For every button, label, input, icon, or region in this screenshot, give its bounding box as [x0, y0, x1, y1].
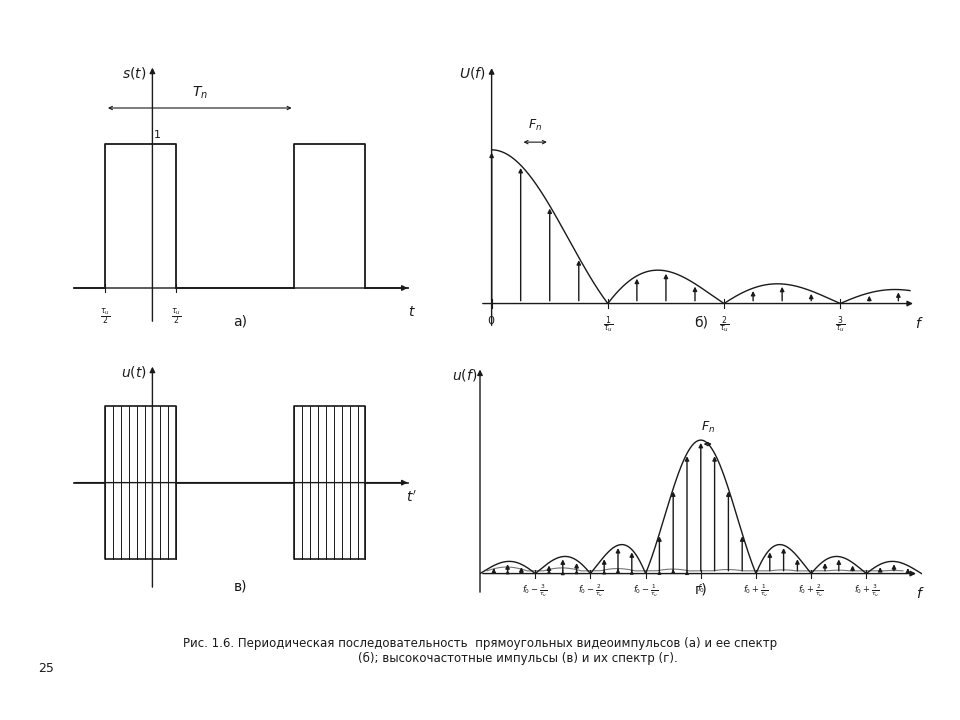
Text: а): а): [233, 315, 247, 328]
Text: $\frac{\tau_u}{2}$: $\frac{\tau_u}{2}$: [100, 307, 110, 327]
Text: $f$: $f$: [916, 585, 924, 600]
Text: $f_0+\frac{1}{\tau_u}$: $f_0+\frac{1}{\tau_u}$: [743, 583, 769, 599]
Text: 25: 25: [38, 662, 55, 675]
Text: $f_0+\frac{2}{\tau_u}$: $f_0+\frac{2}{\tau_u}$: [799, 583, 824, 599]
Text: $F_n$: $F_n$: [701, 420, 715, 435]
Text: $0$: $0$: [488, 315, 495, 326]
Text: б): б): [694, 315, 708, 330]
Text: $u(t)$: $u(t)$: [121, 364, 147, 380]
Text: в): в): [233, 580, 247, 594]
Text: г): г): [694, 582, 708, 596]
Text: $T_n$: $T_n$: [192, 84, 207, 101]
Text: $\frac{3}{\tau_u}$: $\frac{3}{\tau_u}$: [835, 315, 846, 336]
Text: $f_0-\frac{2}{\tau_u}$: $f_0-\frac{2}{\tau_u}$: [578, 583, 603, 599]
Text: $f_0-\frac{1}{\tau_u}$: $f_0-\frac{1}{\tau_u}$: [633, 583, 659, 599]
Text: $\frac{\tau_u}{2}$: $\frac{\tau_u}{2}$: [171, 307, 181, 327]
Text: $f$: $f$: [915, 316, 924, 330]
Text: 1: 1: [155, 130, 161, 140]
Text: $f_0+\frac{3}{\tau_u}$: $f_0+\frac{3}{\tau_u}$: [853, 583, 879, 599]
Text: Рис. 1.6. Периодическая последовательность  прямоугольных видеоимпульсов (а) и е: Рис. 1.6. Периодическая последовательнос…: [183, 637, 777, 665]
Text: $F_n$: $F_n$: [528, 118, 542, 133]
Text: $u(f)$: $u(f)$: [452, 366, 477, 382]
Text: $t'$: $t'$: [406, 490, 418, 505]
Text: $\frac{2}{\tau_u}$: $\frac{2}{\tau_u}$: [719, 315, 730, 336]
Text: $\frac{1}{\tau_u}$: $\frac{1}{\tau_u}$: [603, 315, 613, 336]
Text: $U(f)$: $U(f)$: [459, 66, 486, 81]
Text: $f_0-\frac{3}{\tau_u}$: $f_0-\frac{3}{\tau_u}$: [522, 583, 548, 599]
Text: $f_0$: $f_0$: [697, 583, 705, 595]
Text: $s(t)$: $s(t)$: [123, 65, 147, 81]
Text: $t$: $t$: [408, 305, 416, 319]
